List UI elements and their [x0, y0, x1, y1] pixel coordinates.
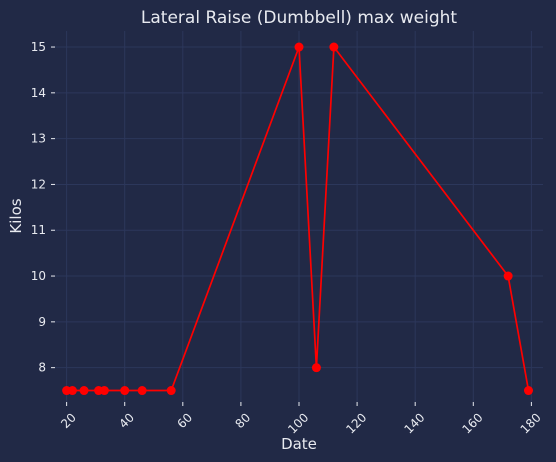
series-layer: [62, 42, 533, 396]
data-point: [294, 42, 304, 52]
grid-lines: [55, 31, 543, 402]
data-point: [99, 386, 109, 396]
y-tick-label: 9: [38, 315, 46, 329]
data-point: [79, 386, 89, 396]
y-tick-label: 10: [31, 269, 46, 283]
data-point: [329, 42, 339, 52]
y-tick-label: 8: [38, 361, 46, 375]
data-point: [523, 386, 533, 396]
data-point: [503, 271, 513, 281]
y-tick-label: 14: [31, 86, 46, 100]
y-tick-label: 12: [31, 177, 46, 191]
y-axis-label: Kilos: [7, 198, 25, 233]
data-point: [166, 386, 176, 396]
y-tick-label: 13: [31, 132, 46, 146]
y-axis-ticks: 8 9 10 11 12 13 14 15: [31, 40, 55, 375]
y-tick-label: 11: [31, 223, 46, 237]
data-point: [311, 363, 321, 373]
y-tick-label: 15: [31, 40, 46, 54]
data-point: [137, 386, 147, 396]
data-point: [120, 386, 130, 396]
x-axis-label: Date: [281, 435, 317, 453]
chart-title: Lateral Raise (Dumbbell) max weight: [141, 8, 458, 28]
data-point: [67, 386, 77, 396]
